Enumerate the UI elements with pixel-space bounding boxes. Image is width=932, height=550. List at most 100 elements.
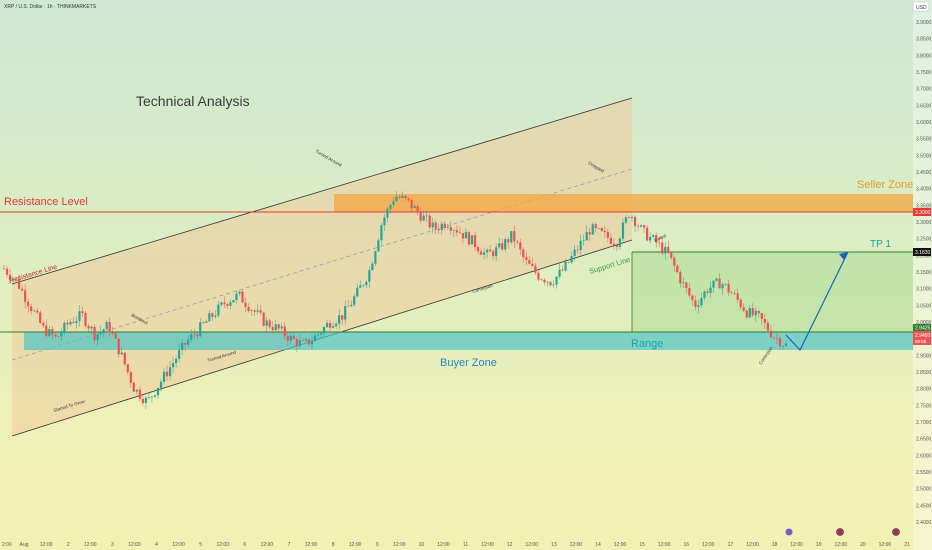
candle-body bbox=[766, 322, 769, 331]
candle-body bbox=[27, 301, 30, 307]
candle-body bbox=[431, 222, 434, 228]
x-tick-label: 9 bbox=[376, 542, 379, 548]
price-tag-resistance-bg bbox=[913, 208, 931, 216]
x-tick-label: 12:00 bbox=[305, 542, 318, 548]
candle-body bbox=[39, 312, 42, 323]
candle-body bbox=[552, 284, 555, 286]
candle-body bbox=[401, 195, 404, 198]
x-tick-label: 12:00 bbox=[746, 542, 759, 548]
candle-body bbox=[45, 325, 48, 337]
x-tick-label: Aug bbox=[20, 542, 29, 548]
candle-body bbox=[147, 397, 151, 398]
candle-body bbox=[540, 279, 543, 281]
candle-body bbox=[244, 302, 247, 307]
candle-body bbox=[123, 352, 126, 365]
candle-body bbox=[467, 232, 471, 245]
candle-body bbox=[280, 326, 283, 329]
x-tick-label: 12:00 bbox=[437, 542, 450, 548]
candle-body bbox=[407, 198, 410, 200]
candle-body bbox=[108, 321, 111, 333]
candle-body bbox=[328, 322, 332, 328]
x-tick-label: 12:00 bbox=[393, 542, 406, 548]
y-tick-label: 3.6000 bbox=[916, 120, 932, 126]
candle-body bbox=[597, 228, 600, 229]
candle-body bbox=[66, 322, 69, 325]
candle-body bbox=[703, 291, 706, 298]
x-tick-label: 13 bbox=[551, 542, 557, 548]
event-icon-crypto[interactable] bbox=[785, 528, 793, 536]
candle-body bbox=[389, 205, 392, 209]
candle-body bbox=[724, 283, 727, 285]
candle-body bbox=[33, 310, 36, 312]
candle-body bbox=[301, 340, 305, 341]
candle-body bbox=[618, 238, 622, 247]
candle-body bbox=[181, 342, 184, 350]
candle-body bbox=[383, 217, 386, 226]
x-tick-label: 12:00 bbox=[349, 542, 362, 548]
y-tick-label: 3.4000 bbox=[916, 187, 932, 193]
candle-body bbox=[362, 285, 365, 286]
candle-body bbox=[715, 278, 718, 281]
candle-body bbox=[175, 358, 178, 364]
candle-body bbox=[193, 334, 196, 335]
candle-body bbox=[452, 230, 455, 231]
candle-body bbox=[579, 240, 582, 251]
candle-body bbox=[658, 242, 661, 243]
candle-body bbox=[356, 287, 359, 297]
candle-body bbox=[555, 276, 558, 285]
candle-body bbox=[736, 293, 739, 300]
candle-body bbox=[214, 315, 217, 317]
candle-body bbox=[464, 232, 468, 239]
candle-body bbox=[507, 239, 510, 243]
candle-body bbox=[395, 196, 398, 202]
candle-body bbox=[639, 225, 643, 227]
candle-body bbox=[54, 334, 57, 337]
x-tick-label: 12:00 bbox=[658, 542, 671, 548]
candle-body bbox=[63, 322, 66, 333]
candle-body bbox=[353, 296, 356, 305]
candle-body bbox=[655, 235, 658, 243]
event-icon-flag-1[interactable] bbox=[836, 528, 844, 536]
candle-body bbox=[220, 302, 223, 305]
candle-body bbox=[609, 237, 612, 244]
candle-body bbox=[268, 320, 271, 328]
candle-body bbox=[347, 306, 350, 307]
candle-body bbox=[156, 387, 160, 396]
candle-body bbox=[712, 280, 715, 288]
price-tag-tp1: 3.1830 bbox=[915, 250, 931, 256]
seller-zone-box bbox=[334, 194, 913, 212]
candle-body bbox=[120, 352, 123, 355]
y-tick-label: 3.0000 bbox=[916, 320, 932, 326]
candle-body bbox=[440, 223, 443, 231]
x-tick-label: 12:00 bbox=[614, 542, 627, 548]
candle-body bbox=[769, 330, 773, 338]
candle-body bbox=[111, 332, 114, 334]
price-tag-resistance: 3.3000 bbox=[915, 210, 931, 216]
y-tick-label: 3.6500 bbox=[916, 103, 932, 109]
event-icon-flag-2[interactable] bbox=[892, 528, 900, 536]
candle-body bbox=[271, 327, 274, 331]
candle-body bbox=[455, 230, 458, 233]
y-tick-label: 3.2000 bbox=[916, 253, 932, 259]
candle-body bbox=[24, 290, 27, 302]
time-axis[interactable]: 2:00 Aug 12:00 2 12:00 3 12:00 4 12:00 5 12:00 6 12:… bbox=[2, 542, 910, 548]
candle-body bbox=[171, 363, 175, 368]
x-tick-label: 12:00 bbox=[216, 542, 229, 548]
candle-body bbox=[21, 288, 24, 291]
y-tick-label: 3.7000 bbox=[916, 87, 932, 93]
candle-body bbox=[102, 329, 105, 332]
candle-body bbox=[187, 339, 190, 345]
ascending-channel bbox=[12, 98, 632, 436]
price-tag-countdown: 09:56 bbox=[915, 339, 927, 344]
candle-body bbox=[649, 236, 652, 241]
support-line-label: Support Line bbox=[588, 255, 631, 276]
y-tick-label: 2.7000 bbox=[916, 420, 932, 426]
candle-body bbox=[667, 246, 670, 253]
x-tick-label: 20 bbox=[860, 542, 866, 548]
candle-body bbox=[473, 235, 477, 248]
price-axis[interactable]: 3.9000 3.8500 3.8000 3.7500 3.7000 3.6500 3.60… bbox=[913, 0, 932, 550]
y-tick-label: 3.8000 bbox=[916, 53, 932, 59]
chart-title: Technical Analysis bbox=[136, 93, 250, 109]
candle-body bbox=[184, 342, 187, 345]
